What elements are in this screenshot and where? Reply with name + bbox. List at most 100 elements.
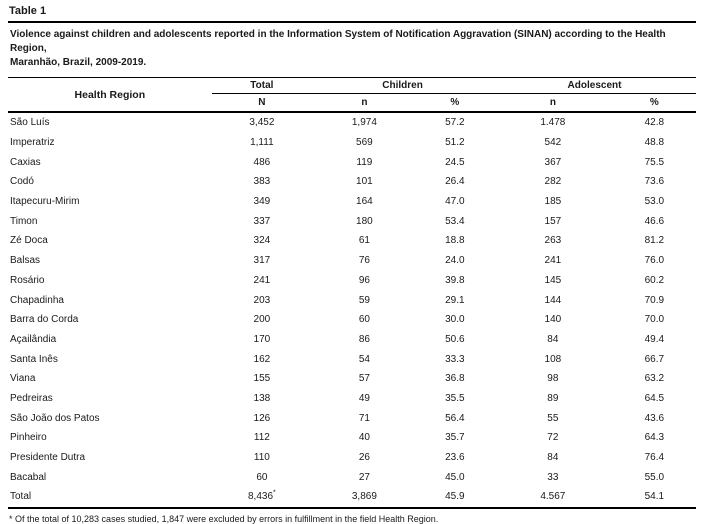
- region-cell: Presidente Dutra: [10, 452, 86, 464]
- footnotes: * Of the total of 10,283 cases studied, …: [8, 509, 696, 524]
- total-adolescent-n-cell: 4.567: [493, 487, 613, 509]
- adolescent-pct-cell: 64.3: [644, 432, 665, 444]
- children-n-cell: 76: [358, 255, 370, 267]
- children-pct-cell: 45.0: [445, 471, 465, 483]
- adolescent-n-cell: 241: [544, 255, 562, 267]
- adolescent-pct-cell: 46.6: [644, 215, 665, 227]
- children-pct-cell: 51.2: [445, 137, 465, 149]
- children-pct-cell: 24.0: [445, 255, 465, 267]
- total-children-n-cell: 3,869: [312, 487, 417, 509]
- adolescent-pct-cell: 60.2: [644, 274, 665, 286]
- adolescent-pct-cell: 43.6: [644, 412, 665, 424]
- adolescent-pct-cell: 66.7: [644, 353, 665, 365]
- total-children-pct-cell: 45.9: [416, 487, 494, 509]
- table-row: Santa Inês 162 54 33.3 108 66.7: [8, 349, 696, 369]
- adolescent-n-cell: 282: [544, 176, 562, 188]
- total-n-cell: 200: [253, 314, 271, 326]
- children-n-cell: 164: [356, 196, 373, 208]
- children-pct-cell: 47.0: [445, 196, 465, 208]
- caption-line-2: Maranhão, Brazil, 2009-2019.: [10, 57, 147, 68]
- data-table: Health Region Total Children Adolescent …: [8, 78, 696, 509]
- total-n-cell: 110: [253, 452, 270, 464]
- children-n-cell: 180: [356, 215, 373, 227]
- table-caption: Violence against children and adolescent…: [8, 23, 696, 77]
- table-row: Pinheiro 112 40 35.7 72 64.3: [8, 428, 696, 448]
- adolescent-pct-cell: 75.5: [644, 156, 665, 168]
- total-n-cell: 486: [253, 156, 271, 168]
- total-n-cell: 126: [253, 412, 271, 424]
- children-pct-cell: 30.0: [445, 314, 465, 326]
- table-row: Imperatriz 1,111 569 51.2 542 48.8: [8, 133, 696, 153]
- table-row: Presidente Dutra 110 26 23.6 84 76.4: [8, 448, 696, 468]
- region-cell: Açailândia: [10, 333, 57, 345]
- table-row: Balsas 317 76 24.0 241 76.0: [8, 251, 696, 271]
- footnote-marker: *: [273, 490, 276, 498]
- adolescent-n-cell: 33: [547, 471, 559, 483]
- table-row: Açailândia 170 86 50.6 84 49.4: [8, 330, 696, 350]
- total-n-cell: 138: [253, 392, 271, 404]
- total-n-value: 8,436: [247, 491, 274, 503]
- region-cell: Itapecuru-Mirim: [10, 196, 80, 208]
- col-header-health-region: Health Region: [8, 78, 212, 113]
- adolescent-pct-cell: 64.5: [644, 392, 665, 404]
- children-pct-cell: 24.5: [445, 156, 465, 168]
- total-n-cell: 324: [253, 235, 271, 247]
- caption-line-1: Violence against children and adolescent…: [10, 29, 666, 54]
- children-pct-cell: 33.3: [445, 353, 465, 365]
- region-cell: Imperatriz: [10, 137, 55, 149]
- adolescent-pct-cell: 63.2: [644, 373, 665, 385]
- children-n-cell: 26: [358, 452, 370, 464]
- table-row: Itapecuru-Mirim 349 164 47.0 185 53.0: [8, 192, 696, 212]
- total-n-cell: 317: [253, 255, 271, 267]
- table-row: Codó 383 101 26.4 282 73.6: [8, 172, 696, 192]
- total-n-cell: 155: [253, 373, 271, 385]
- children-n-cell: 61: [358, 235, 370, 247]
- adolescent-n-cell: 140: [544, 314, 562, 326]
- adolescent-n-cell: 542: [544, 137, 562, 149]
- col-header-total-n: N: [211, 93, 313, 113]
- table-row: Chapadinha 203 59 29.1 144 70.9: [8, 290, 696, 310]
- children-n-cell: 59: [358, 294, 370, 306]
- table-row: Timon 337 180 53.4 157 46.6: [8, 211, 696, 231]
- adolescent-n-cell: 144: [544, 294, 562, 306]
- adolescent-n-cell: 108: [544, 353, 562, 365]
- table-row: Bacabal 60 27 45.0 33 55.0: [8, 467, 696, 487]
- adolescent-pct-cell: 48.8: [644, 137, 665, 149]
- children-pct-cell: 18.8: [445, 235, 465, 247]
- children-pct-cell: 53.4: [445, 215, 465, 227]
- col-header-adolescent-pct: %: [612, 93, 696, 113]
- adolescent-n-cell: 145: [544, 274, 562, 286]
- total-n-cell: 112: [253, 432, 270, 444]
- table-header: Health Region Total Children Adolescent …: [8, 78, 696, 113]
- children-pct-cell: 36.8: [445, 373, 465, 385]
- sub-header-row: N n % n %: [8, 93, 696, 113]
- total-row: Total 8,436* 3,869 45.9 4.567 54.1: [8, 487, 696, 509]
- total-n-cell: 8,436*: [211, 487, 313, 509]
- children-n-cell: 71: [358, 412, 370, 424]
- children-pct-cell: 35.5: [445, 392, 465, 404]
- adolescent-n-cell: 84: [547, 452, 559, 464]
- region-cell: Chapadinha: [10, 294, 64, 306]
- children-pct-cell: 50.6: [445, 333, 465, 345]
- table-row: São João dos Patos 126 71 56.4 55 43.6: [8, 408, 696, 428]
- adolescent-n-cell: 185: [544, 196, 562, 208]
- table-label: Table 1: [9, 5, 47, 17]
- children-n-cell: 27: [358, 471, 370, 483]
- adolescent-n-cell: 98: [547, 373, 559, 385]
- children-n-cell: 54: [358, 353, 370, 365]
- table-row: Zé Doca 324 61 18.8 263 81.2: [8, 231, 696, 251]
- adolescent-pct-cell: 42.8: [644, 117, 665, 129]
- children-pct-cell: 57.2: [445, 117, 465, 129]
- col-group-total: Total: [211, 78, 313, 94]
- total-adolescent-pct-cell: 54.1: [612, 487, 696, 509]
- children-n-cell: 86: [358, 333, 370, 345]
- region-cell: Pinheiro: [10, 432, 47, 444]
- region-cell: Barra do Corda: [10, 314, 79, 326]
- region-cell: Codó: [10, 176, 34, 188]
- region-cell: Rosário: [10, 274, 45, 286]
- table-row: Caxias 486 119 24.5 367 75.5: [8, 152, 696, 172]
- caption-divider: [8, 77, 696, 78]
- col-header-adolescent-n: n: [493, 93, 613, 113]
- table-row: Viana 155 57 36.8 98 63.2: [8, 369, 696, 389]
- adolescent-pct-cell: 81.2: [644, 235, 665, 247]
